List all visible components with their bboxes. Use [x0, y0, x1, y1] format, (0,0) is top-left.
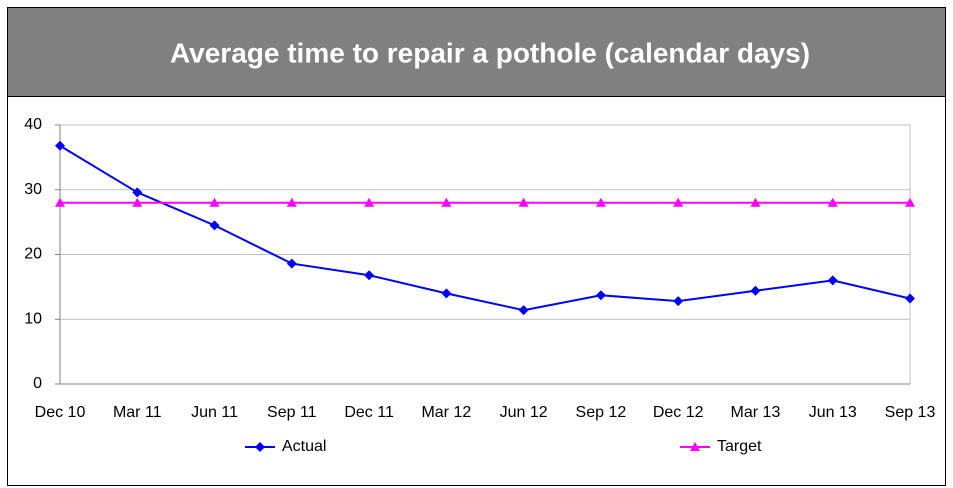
marker: [595, 290, 606, 301]
legend-marker: [255, 442, 265, 452]
marker: [441, 288, 452, 299]
y-tick-label: 40: [24, 116, 42, 133]
marker: [132, 197, 143, 207]
chart-title: Average time to repair a pothole (calend…: [170, 37, 810, 68]
marker: [286, 258, 297, 269]
x-tick-label: Dec 12: [653, 404, 704, 421]
x-tick-label: Jun 11: [191, 404, 238, 421]
marker: [132, 187, 143, 198]
marker: [209, 220, 220, 231]
marker: [364, 270, 375, 281]
marker: [441, 197, 452, 207]
y-tick-label: 10: [24, 310, 42, 327]
y-tick-label: 0: [33, 375, 42, 392]
marker: [673, 296, 684, 307]
legend-label: Actual: [282, 438, 326, 455]
marker: [827, 275, 838, 286]
series-line: [59, 144, 911, 312]
x-tick-label: Mar 12: [421, 404, 471, 421]
marker: [55, 197, 65, 207]
marker: [827, 197, 838, 207]
marker: [750, 285, 761, 296]
x-tick-label: Jun 13: [809, 404, 857, 421]
marker: [673, 197, 684, 207]
x-tick-label: Mar 13: [731, 404, 781, 421]
x-tick-label: Sep 12: [576, 404, 627, 421]
x-tick-label: Dec 11: [344, 404, 394, 421]
marker: [905, 197, 915, 207]
legend-marker: [690, 442, 700, 451]
x-tick-label: Jun 12: [500, 404, 548, 421]
marker: [750, 197, 761, 207]
marker: [518, 305, 529, 316]
marker: [364, 197, 375, 207]
x-tick-label: Sep 13: [885, 404, 936, 421]
marker: [209, 197, 220, 207]
header-band: [7, 7, 946, 97]
x-tick-label: Sep 11: [267, 404, 317, 421]
y-tick-label: 20: [24, 246, 42, 263]
marker: [905, 293, 915, 304]
x-tick-label: Dec 10: [35, 404, 86, 421]
marker: [286, 197, 297, 207]
marker: [518, 197, 529, 207]
legend-label: Target: [717, 438, 762, 455]
marker: [55, 140, 65, 151]
x-tick-label: Mar 11: [113, 404, 162, 421]
y-tick-label: 30: [24, 181, 42, 198]
marker: [595, 197, 606, 207]
